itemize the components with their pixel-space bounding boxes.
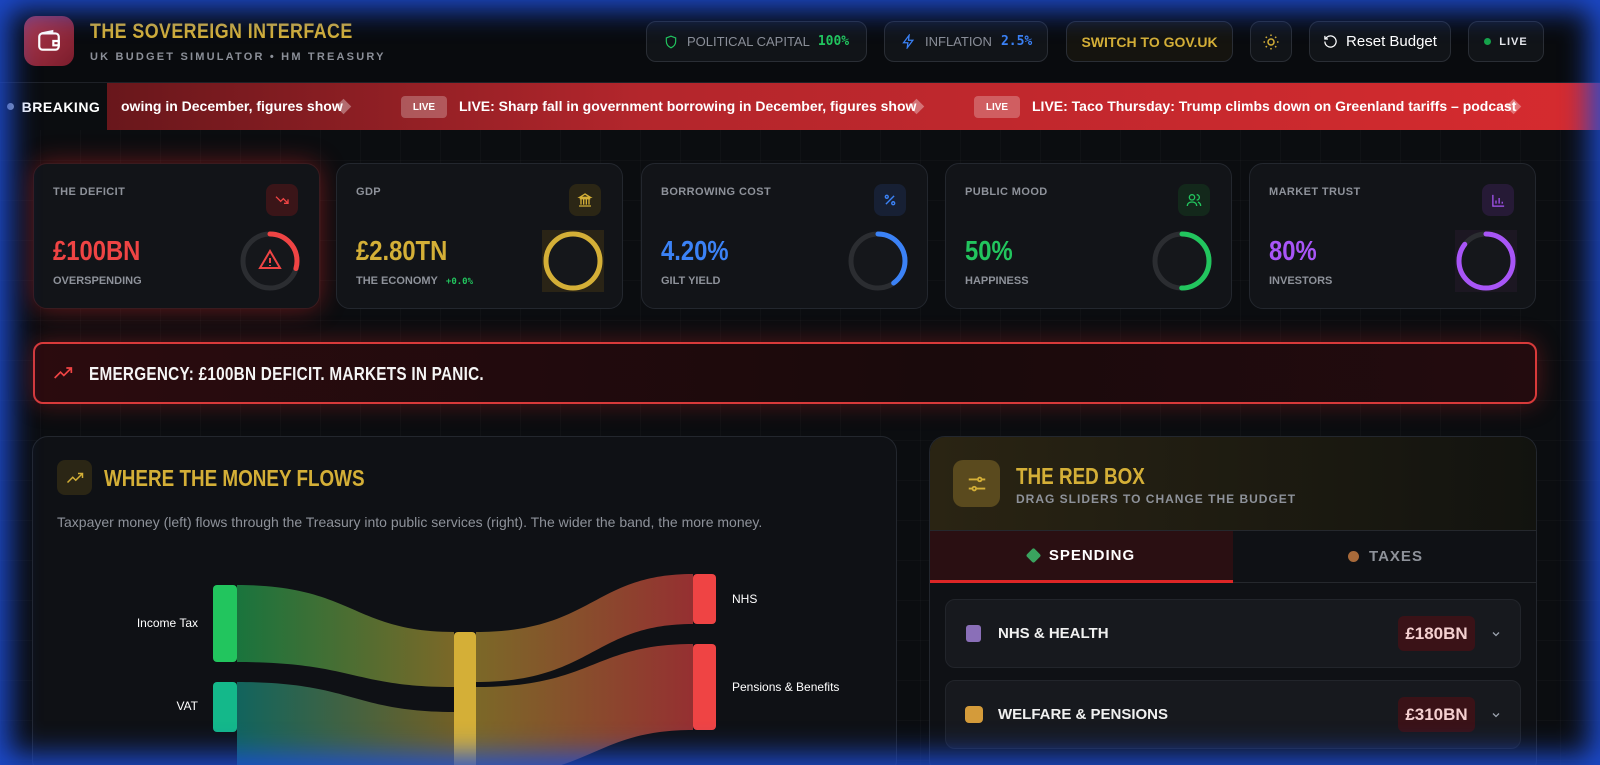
panel-title: WHERE THE MONEY FLOWS — [104, 465, 365, 491]
live-dot — [1484, 38, 1492, 45]
tab-taxes[interactable]: TAXES — [1233, 531, 1536, 583]
ticker-text[interactable]: LIVE: Sharp fall in government borrowing… — [459, 98, 917, 114]
flow-node — [454, 632, 476, 765]
card-icon — [874, 184, 906, 216]
panel-title: THE RED BOX — [1016, 463, 1145, 489]
card-sub: HAPPINESS — [965, 275, 1029, 287]
card-value: 4.20% — [661, 235, 729, 266]
budget-row[interactable]: WELFARE & PENSIONS £310BN — [945, 680, 1521, 749]
card-sub: INVESTORS — [1269, 275, 1333, 287]
flow-node — [213, 682, 237, 732]
deficit-card: THE DEFICIT £100BN OVERSPENDING — [33, 163, 320, 309]
card-sub: GILT YIELD — [661, 275, 721, 287]
card-value: £2.80TN — [356, 235, 448, 266]
inflation-pill: INFLATION 2.5% — [884, 21, 1048, 62]
switch-button[interactable]: SWITCH TO GOV.UK — [1066, 21, 1233, 62]
reset-button[interactable]: Reset Budget — [1309, 21, 1451, 62]
theme-button[interactable] — [1250, 21, 1292, 62]
mood-card: PUBLIC MOOD 50% HAPPINESS — [945, 163, 1232, 309]
card-icon — [1178, 184, 1210, 216]
card-label: GDP — [356, 186, 382, 198]
ticker-text: owing in December, figures show — [121, 98, 343, 114]
trust-card: MARKET TRUST 80% INVESTORS — [1249, 163, 1536, 309]
breaking-label: BREAKING — [0, 83, 107, 130]
sankey-diagram: Income Tax VAT NHS Pensions & Benefits — [137, 574, 839, 765]
card-value: 50% — [965, 235, 1013, 266]
app-title: THE SOVEREIGN INTERFACE — [90, 20, 353, 43]
row-amount: £310BN — [1398, 697, 1475, 732]
flow-band — [237, 682, 454, 765]
app-subtitle: UK BUDGET SIMULATOR • HM TREASURY — [90, 51, 386, 63]
capital-label: POLITICAL CAPITAL — [687, 34, 810, 49]
card-label: PUBLIC MOOD — [965, 186, 1048, 198]
card-label: MARKET TRUST — [1269, 186, 1361, 198]
live-label: LIVE — [1499, 35, 1528, 48]
card-label: BORROWING COST — [661, 186, 772, 198]
flow-node — [693, 574, 716, 624]
red-box-panel: THE RED BOX DRAG SLIDERS TO CHANGE THE B… — [929, 436, 1537, 765]
gauge — [1152, 231, 1212, 291]
budget-row[interactable]: NHS & HEALTH £180BN — [945, 599, 1521, 668]
card-value: £100BN — [53, 235, 141, 266]
chevron[interactable] — [1489, 628, 1503, 640]
card-value: 80% — [1269, 235, 1317, 266]
panel-icon — [57, 460, 92, 495]
node-label: NHS — [732, 592, 757, 606]
gauge — [542, 230, 604, 292]
card-sub-text: THE ECONOMY — [356, 275, 438, 287]
flows-panel: WHERE THE MONEY FLOWS Taxpayer money (le… — [32, 436, 897, 765]
gauge — [848, 231, 908, 291]
capital-value: 100% — [817, 34, 850, 49]
card-sub: THE ECONOMY +0.0% — [356, 275, 473, 287]
flow-band — [476, 574, 693, 682]
borrowing-card: BORROWING COST 4.20% GILT YIELD — [641, 163, 928, 309]
node-label: Income Tax — [137, 616, 198, 630]
panel-icon — [953, 460, 1000, 507]
panel-description: Taxpayer money (left) flows through the … — [57, 514, 763, 530]
flow-node — [693, 644, 716, 730]
header: THE SOVEREIGN INTERFACE UK BUDGET SIMULA… — [0, 0, 1600, 83]
card-change: +0.0% — [445, 277, 473, 287]
card-sub: OVERSPENDING — [53, 275, 142, 287]
card-icon — [1482, 184, 1514, 216]
alert-text: EMERGENCY: £100BN DEFICIT. MARKETS IN PA… — [89, 364, 484, 384]
ticker-text[interactable]: LIVE: Taco Thursday: Trump climbs down o… — [1032, 98, 1517, 114]
card-label: THE DEFICIT — [53, 186, 126, 198]
breaking-text: BREAKING — [21, 98, 101, 115]
capital-pill: POLITICAL CAPITAL 100% — [646, 21, 867, 62]
news-ticker: owing in December, figures show LIVE LIV… — [0, 83, 1600, 130]
card-icon — [569, 184, 601, 216]
inflation-value: 2.5% — [1000, 34, 1033, 49]
panel-subtitle: DRAG SLIDERS TO CHANGE THE BUDGET — [1016, 492, 1297, 506]
chevron[interactable] — [1489, 709, 1503, 721]
row-icon — [966, 625, 981, 642]
gauge — [1455, 230, 1517, 292]
row-amount: £180BN — [1398, 616, 1475, 651]
logo — [24, 16, 74, 66]
live-badge: LIVE — [401, 96, 447, 118]
card-icon — [266, 184, 298, 216]
live-indicator: LIVE — [1468, 21, 1544, 62]
node-label: VAT — [176, 699, 198, 713]
flow-node — [213, 585, 237, 662]
flow-band — [476, 644, 693, 765]
node-label: Pensions & Benefits — [732, 680, 839, 694]
live-badge: LIVE — [974, 96, 1020, 118]
row-name: NHS & HEALTH — [998, 625, 1109, 642]
emergency-alert: EMERGENCY: £100BN DEFICIT. MARKETS IN PA… — [33, 342, 1537, 404]
tab-label: SPENDING — [1048, 547, 1136, 564]
tab-spending[interactable]: SPENDING — [930, 531, 1233, 583]
tab-label: TAXES — [1369, 548, 1423, 565]
flow-band — [237, 585, 454, 687]
gauge — [240, 231, 300, 291]
row-icon — [965, 706, 983, 723]
gdp-card: GDP £2.80TN THE ECONOMY +0.0% — [336, 163, 623, 309]
inflation-label: INFLATION — [925, 34, 992, 49]
row-name: WELFARE & PENSIONS — [998, 706, 1169, 723]
reset-label: Reset Budget — [1346, 33, 1437, 50]
panel-header — [930, 437, 1536, 531]
